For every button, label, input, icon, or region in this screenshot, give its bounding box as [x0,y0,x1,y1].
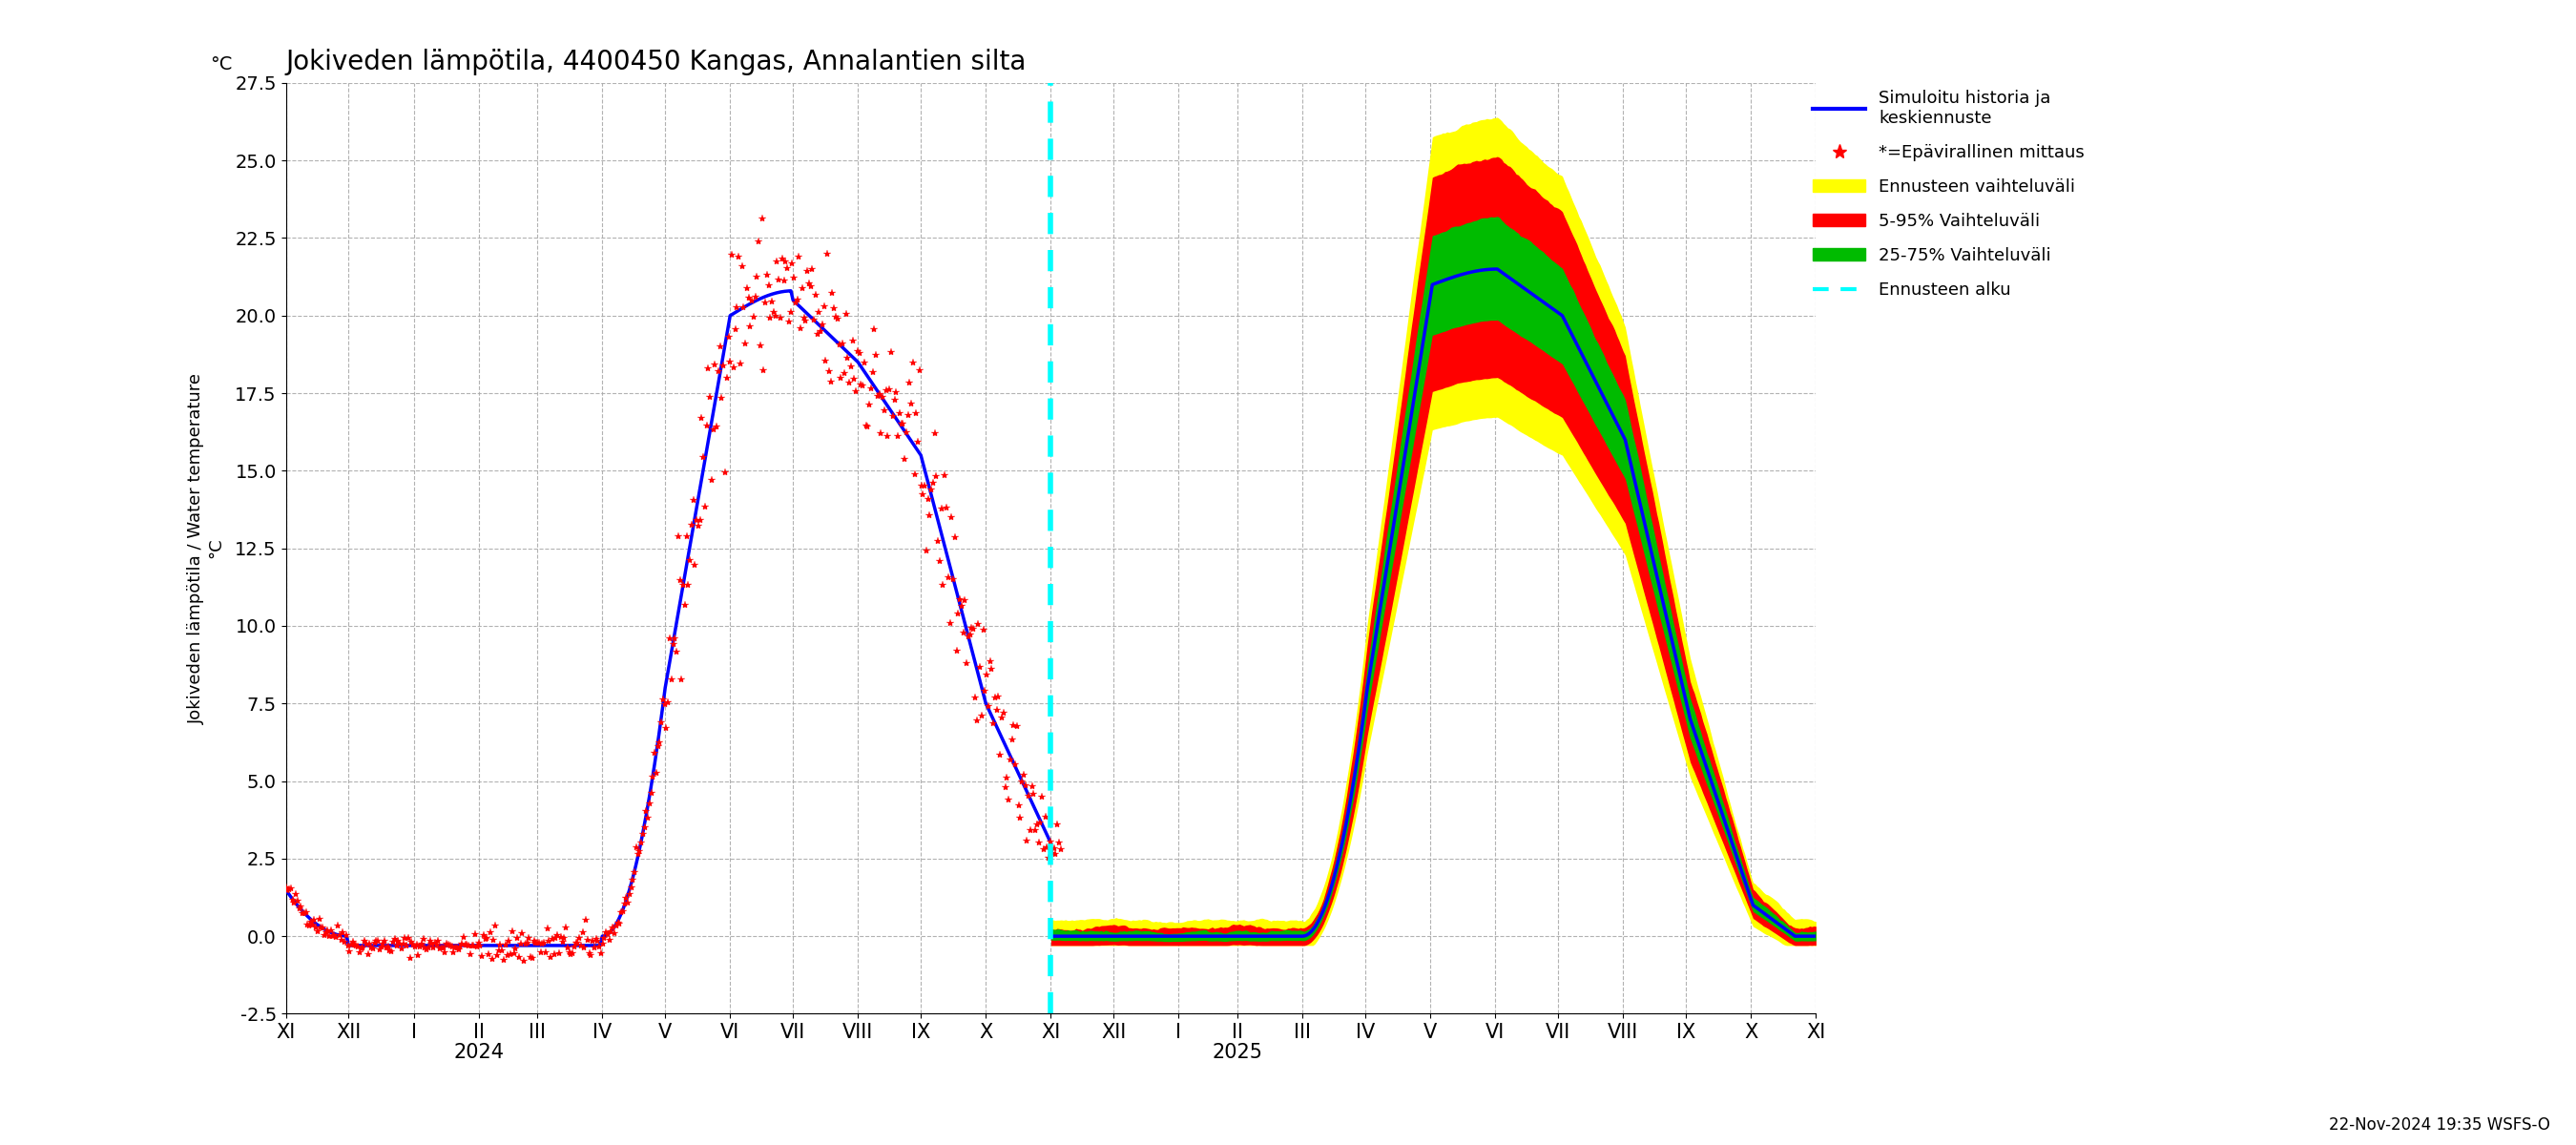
Legend: Simuloitu historia ja
keskiennuste, *​=Epävirallinen mittaus, Ennusteen vaihtelu: Simuloitu historia ja keskiennuste, *​=E… [1806,82,2092,306]
Text: 2024: 2024 [453,1043,505,1063]
Text: °C: °C [211,55,232,73]
Text: 2025: 2025 [1213,1043,1262,1063]
Text: Jokiveden lämpötila / Water temperature
°C: Jokiveden lämpötila / Water temperature … [188,373,224,724]
Text: 22-Nov-2024 19:35 WSFS-O: 22-Nov-2024 19:35 WSFS-O [2329,1116,2550,1134]
Text: Jokiveden lämpötila, 4400450 Kangas, Annalantien silta: Jokiveden lämpötila, 4400450 Kangas, Ann… [286,48,1025,76]
